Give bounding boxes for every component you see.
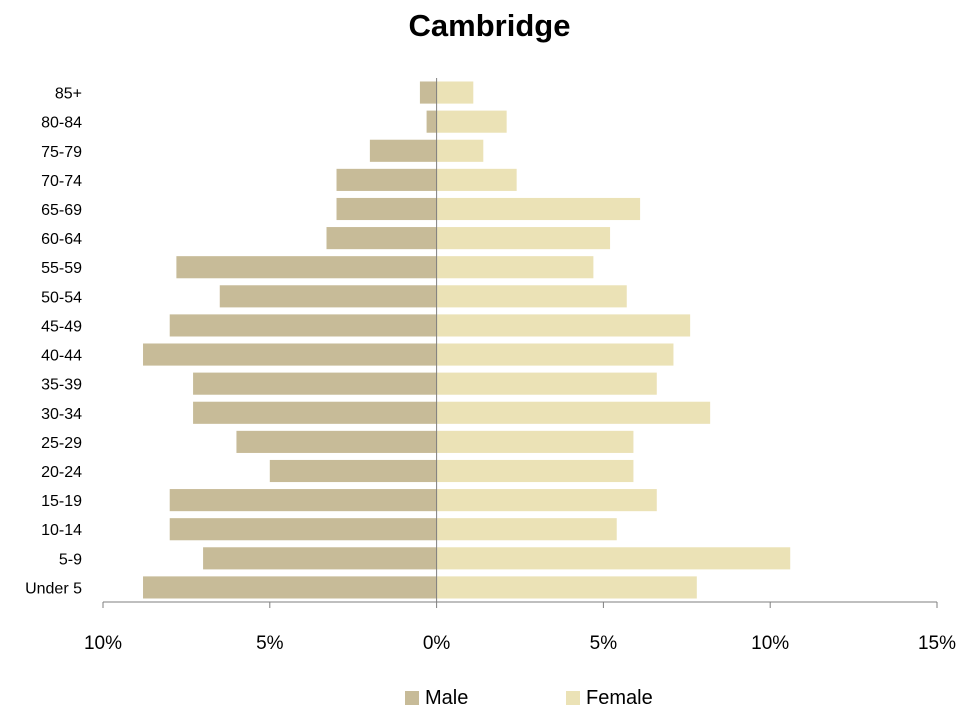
x-tick-label: 5%: [256, 633, 284, 654]
category-label-35-39: 35-39: [41, 377, 82, 394]
bar-male-75-79: [369, 139, 437, 162]
bar-male-25-29: [236, 430, 437, 453]
bar-female-35-39: [436, 372, 657, 395]
category-label-25-29: 25-29: [41, 435, 82, 452]
bar-male-20-24: [269, 459, 437, 483]
bar-female-65-69: [436, 197, 641, 221]
category-label-50-54: 50-54: [41, 289, 82, 306]
bar-female-10-14: [436, 518, 617, 541]
bar-male-85-: [419, 81, 437, 104]
bar-male-10-14: [169, 518, 437, 541]
bar-female-55-59: [436, 256, 594, 279]
x-tick-label: 5%: [590, 633, 618, 654]
x-tick-label: 15%: [918, 633, 956, 654]
category-label-85-: 85+: [55, 86, 82, 103]
x-tick-label: 10%: [84, 633, 122, 654]
legend-swatch-male: [405, 691, 419, 705]
bar-female-70-74: [436, 168, 517, 191]
bar-male-40-44: [143, 343, 437, 366]
category-label-30-34: 30-34: [41, 406, 82, 423]
bar-male-35-39: [193, 372, 437, 395]
bar-male-55-59: [176, 256, 437, 279]
category-label-65-69: 65-69: [41, 202, 82, 219]
bar-male-60-64: [326, 227, 437, 250]
bar-female-20-24: [436, 459, 634, 483]
category-label-45-49: 45-49: [41, 318, 82, 335]
category-label-60-64: 60-64: [41, 231, 82, 248]
category-label-10-14: 10-14: [41, 522, 82, 539]
bar-female-under-5: [436, 576, 697, 599]
category-label-70-74: 70-74: [41, 173, 82, 190]
bar-male-50-54: [219, 285, 437, 308]
category-label-80-84: 80-84: [41, 115, 82, 132]
bar-female-75-79: [436, 139, 484, 162]
bar-female-30-34: [436, 401, 711, 424]
bar-female-85-: [436, 81, 474, 104]
bar-female-15-19: [436, 489, 657, 512]
legend-item-male: Male: [405, 684, 468, 712]
bar-male-45-49: [169, 314, 437, 337]
legend-label-female: Female: [586, 686, 653, 709]
category-label-75-79: 75-79: [41, 144, 82, 161]
bar-male-30-34: [193, 401, 437, 424]
category-label-20-24: 20-24: [41, 464, 82, 481]
bar-male-5-9: [203, 547, 437, 570]
legend-label-male: Male: [425, 686, 469, 709]
x-tick-label: 10%: [751, 633, 789, 654]
category-label-40-44: 40-44: [41, 348, 82, 365]
category-label-5-9: 5-9: [59, 551, 82, 568]
legend-item-female: Female: [566, 684, 653, 712]
chart-legend: Male Female: [0, 684, 979, 712]
bar-male-under-5: [143, 576, 437, 599]
category-label-under-5: Under 5: [25, 580, 82, 597]
bar-male-80-84: [426, 110, 437, 133]
category-label-55-59: 55-59: [41, 260, 82, 277]
bar-male-15-19: [169, 489, 437, 512]
bar-male-65-69: [336, 197, 437, 221]
category-label-15-19: 15-19: [41, 493, 82, 510]
x-tick-label: 0%: [423, 633, 451, 654]
bar-male-70-74: [336, 168, 437, 191]
population-pyramid-plot: 85+ 80-84 75-79 70-74 65-69 60-64 55-59 50-54 45…: [25, 78, 956, 654]
bar-female-50-54: [436, 285, 627, 308]
legend-swatch-female: [566, 691, 580, 705]
bar-female-5-9: [436, 547, 791, 570]
bar-female-40-44: [436, 343, 674, 366]
bar-female-45-49: [436, 314, 691, 337]
bar-female-25-29: [436, 430, 634, 453]
chart-title: Cambridge: [408, 8, 571, 43]
bar-female-60-64: [436, 227, 611, 250]
bar-female-80-84: [436, 110, 507, 133]
